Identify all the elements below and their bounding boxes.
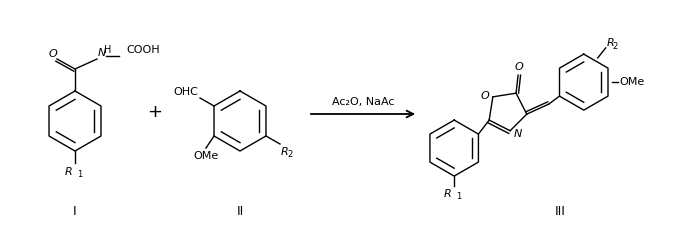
- Text: COOH: COOH: [126, 45, 160, 55]
- Text: OMe: OMe: [193, 150, 218, 160]
- Text: III: III: [555, 204, 565, 217]
- Text: N: N: [514, 128, 523, 138]
- Text: N: N: [98, 48, 106, 58]
- Text: O: O: [480, 90, 489, 101]
- Text: OMe: OMe: [620, 77, 645, 87]
- Text: +: +: [147, 103, 163, 120]
- Text: R: R: [281, 146, 289, 156]
- Text: O: O: [514, 62, 524, 72]
- Text: Ac₂O, NaAc: Ac₂O, NaAc: [332, 97, 394, 106]
- Text: R: R: [443, 188, 451, 198]
- Text: 1: 1: [77, 169, 82, 178]
- Text: R: R: [607, 38, 614, 48]
- Text: O: O: [49, 49, 57, 59]
- Text: 1: 1: [456, 191, 461, 200]
- Text: H: H: [104, 45, 112, 55]
- Text: I: I: [73, 204, 77, 217]
- Text: II: II: [237, 204, 244, 217]
- Text: OHC: OHC: [173, 87, 198, 97]
- Text: 2: 2: [287, 149, 292, 158]
- Text: R: R: [64, 166, 72, 176]
- Text: 2: 2: [613, 42, 618, 51]
